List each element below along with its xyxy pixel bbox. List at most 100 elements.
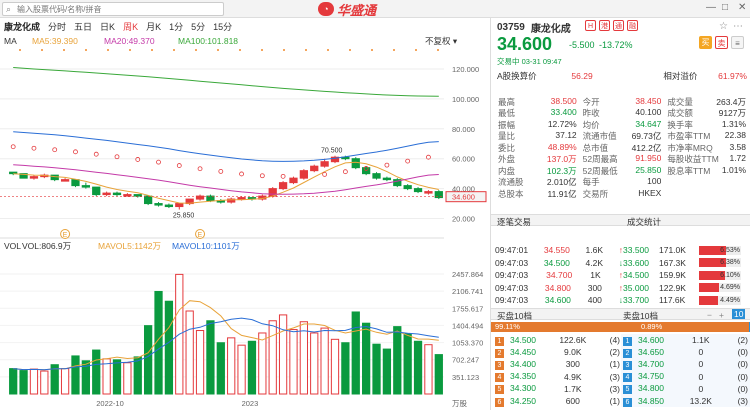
- signal-dot: [363, 166, 369, 171]
- period-tab-1[interactable]: 五日: [74, 21, 93, 32]
- price-tick: 60.000: [452, 155, 475, 164]
- ask-row[interactable]: 4 34.750 0 (0): [621, 371, 750, 383]
- volume-bar: [434, 354, 443, 395]
- premium-label: 相对溢价: [663, 71, 698, 81]
- volume-bar: [50, 364, 59, 395]
- period-tab-5[interactable]: 1分: [169, 21, 184, 32]
- stat-grid: 最高 38.500 今开 38.450 成交量 263.4万 最低 33.400 昨收 40.10…: [495, 96, 749, 200]
- stat-value: 137.0万: [546, 154, 577, 165]
- bid-index: 3: [495, 360, 504, 370]
- close-icon[interactable]: ✕: [738, 2, 747, 13]
- stat-cell: 委比 48.89%: [495, 142, 580, 154]
- volstat-bar-fill: [699, 258, 726, 268]
- ask-volume: 0: [698, 359, 704, 370]
- stat-label: 成交额: [667, 108, 693, 119]
- stat-label: 52周最低: [582, 165, 618, 176]
- more-icon[interactable]: ⋯: [733, 21, 743, 32]
- bid-list: 1 34.500 122.6K (4) 2 34.450 9.0K (2) 3 34.400 300…: [493, 334, 623, 407]
- depth-minus-icon[interactable]: −: [707, 310, 712, 320]
- ask-row[interactable]: 5 34.800 0 (0): [621, 383, 750, 395]
- volume-bar: [195, 330, 205, 395]
- stat-value: 69.73亿: [631, 131, 662, 142]
- period-tab-4[interactable]: 月K: [146, 21, 162, 32]
- maximize-icon[interactable]: □: [722, 2, 729, 13]
- signal-dot: [197, 166, 203, 172]
- vol-legend-mavol5: MAVOL5:1142万: [98, 241, 161, 251]
- event-marker-label: E: [198, 232, 203, 239]
- bid-price: 34.500: [510, 334, 536, 345]
- trade-row: 09:47:03 34.700 1K ↑: [495, 269, 623, 282]
- ask-count: (2): [737, 335, 748, 346]
- period-tab-2[interactable]: 日K: [100, 21, 116, 32]
- volume-bar: [40, 370, 49, 395]
- ask-count: (3): [737, 396, 748, 407]
- stat-value: 2.010亿: [546, 177, 577, 188]
- trade-time: 09:47:03: [495, 257, 529, 268]
- ask-row[interactable]: 3 34.700 0 (0): [621, 358, 750, 370]
- stat-label: 昨收: [582, 108, 600, 119]
- bid-row[interactable]: 1 34.500 122.6K (4): [493, 334, 623, 346]
- price-tick: 120.000: [452, 65, 479, 74]
- vol-legend-label: VOL: [4, 241, 21, 251]
- event-dot: [349, 49, 351, 51]
- bid-index: 5: [495, 385, 504, 395]
- bid-row[interactable]: 6 34.250 600 (1): [493, 395, 623, 407]
- bid-count: (3): [609, 371, 620, 382]
- event-marker-icon[interactable]: [195, 229, 206, 239]
- volume-bar: [9, 368, 18, 395]
- search-box[interactable]: ⌕: [2, 2, 224, 16]
- star-icon[interactable]: ☆: [719, 21, 728, 32]
- list-icon[interactable]: ≡: [731, 36, 744, 49]
- stock-name: 康龙化成: [4, 21, 41, 32]
- kline-chart[interactable]: MA MA5:39.390 MA20:49.370 MA100:101.818 不复权 …: [0, 34, 488, 410]
- stat-cell: 昨收 40.100: [580, 107, 665, 119]
- date-label: 2022-10: [96, 399, 124, 408]
- volume-bar: [268, 320, 277, 395]
- bid-row[interactable]: 3 34.400 300 (1): [493, 358, 623, 370]
- ma-legend-ma5: MA5:39.390: [32, 36, 78, 46]
- brand-logo: ◔ 华盛通: [318, 1, 376, 18]
- period-tab-0[interactable]: 分时: [48, 21, 67, 32]
- volstat-row: 35.000 122.9K 4.69%: [623, 282, 749, 295]
- event-dot: [85, 49, 87, 51]
- ask-row[interactable]: 1 34.600 1.1K (2): [621, 334, 750, 346]
- ask-row[interactable]: 2 34.650 0 (0): [621, 346, 750, 358]
- depth-plus-icon[interactable]: +: [719, 310, 724, 320]
- bid-row[interactable]: 4 34.350 4.9K (3): [493, 371, 623, 383]
- minimize-icon[interactable]: —: [706, 2, 716, 13]
- ask-count: (0): [737, 359, 748, 370]
- volume-bar: [92, 349, 101, 395]
- period-tab-7[interactable]: 15分: [213, 21, 233, 32]
- candle: [413, 187, 423, 194]
- stat-row: 外盘 137.0万 52周最高 91.950 每股收益TTM 1.72: [495, 153, 749, 166]
- buy-button[interactable]: 买: [699, 36, 712, 49]
- period-tab-3[interactable]: 周K: [123, 21, 139, 32]
- event-dot: [437, 49, 439, 51]
- event-dot: [393, 49, 395, 51]
- depth-level[interactable]: 10: [732, 309, 746, 319]
- stats-title: 成交统计: [627, 217, 662, 227]
- bid-row[interactable]: 5 34.300 1.7K (3): [493, 383, 623, 395]
- ah-compare: A股换算价 56.29 相对溢价 61.97%: [497, 70, 747, 82]
- stat-cell: 股息率TTM 1.01%: [664, 165, 749, 177]
- volume-bar: [144, 325, 153, 395]
- price-change-pct: -13.72%: [599, 40, 633, 50]
- volstat-row: 34.500 159.9K 6.10%: [623, 269, 749, 282]
- stat-label: 内盘: [498, 165, 516, 176]
- adjust-select[interactable]: 不复权 ▾: [425, 36, 458, 46]
- volume-bar: [216, 342, 225, 395]
- event-marker-icon[interactable]: [60, 229, 71, 239]
- stat-cell: 总股本 11.91亿: [495, 188, 580, 200]
- sell-button[interactable]: 卖: [715, 36, 728, 49]
- trade-volume: 1.6K: [585, 245, 604, 256]
- stat-value: 9127万: [718, 108, 747, 119]
- search-icon: ⌕: [6, 4, 12, 14]
- search-input[interactable]: [17, 3, 217, 15]
- bid-row[interactable]: 2 34.450 9.0K (2): [493, 346, 623, 358]
- period-tab-6[interactable]: 5分: [191, 21, 206, 32]
- bid-ratio-bar: [491, 322, 749, 332]
- volume-bar: [227, 337, 236, 395]
- ask-row[interactable]: 6 34.850 13.2K (3): [621, 395, 750, 407]
- stat-value: 38.450: [635, 95, 662, 106]
